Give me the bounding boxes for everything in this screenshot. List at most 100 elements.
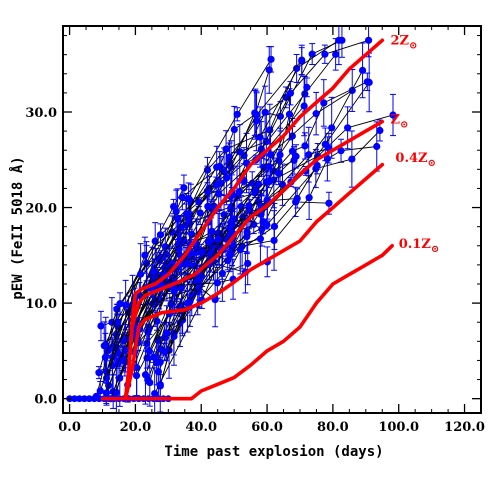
plot-frame (62, 25, 482, 414)
data-point (149, 268, 158, 276)
data-point (178, 193, 186, 201)
data-point (122, 301, 130, 309)
data-point (170, 287, 178, 295)
data-point (348, 155, 356, 163)
data-point (151, 237, 159, 245)
data-point (162, 329, 171, 337)
data-point (184, 260, 192, 268)
data-point (226, 251, 234, 259)
data-point (265, 162, 273, 171)
data-point (96, 387, 104, 395)
data-point (365, 78, 373, 86)
data-point (235, 188, 244, 196)
data-point (332, 50, 340, 58)
data-point (102, 389, 110, 397)
y-tick-label: 20.0 (25, 202, 57, 217)
x-tick-label: 100.0 (378, 420, 419, 435)
model-label-sub: ⊙ (431, 244, 439, 255)
model-label-main: 2Z (390, 33, 409, 48)
x-tick-label: 60.0 (251, 420, 283, 435)
data-point (116, 300, 124, 308)
x-axis-title: Time past explosion (days) (164, 444, 383, 460)
y-tick-label: 30.0 (25, 106, 57, 121)
model-label-main: 0.4Z (395, 151, 428, 166)
data-point (195, 277, 203, 285)
sn-track-line (164, 90, 353, 338)
data-point (270, 222, 279, 231)
data-point (141, 371, 150, 379)
data-point (114, 318, 122, 326)
data-point (250, 220, 258, 229)
data-point (335, 36, 343, 44)
data-point (170, 332, 178, 341)
data-point (312, 110, 320, 118)
data-point (301, 142, 309, 150)
data-point (191, 262, 199, 270)
sn-track-line (105, 112, 256, 394)
model-curve (123, 162, 385, 401)
data-point (305, 194, 313, 202)
data-point (176, 239, 184, 247)
data-point (214, 235, 222, 243)
axes-frame (62, 25, 482, 414)
sn-track (151, 42, 367, 413)
data-point (177, 223, 185, 232)
data-point (102, 374, 111, 382)
model-label-sub: ⊙ (428, 158, 436, 169)
model-label: 2Z⊙ (390, 33, 417, 51)
model-curves-layer (100, 38, 394, 401)
data-point (303, 83, 311, 91)
data-point (173, 215, 182, 223)
data-point (198, 248, 206, 256)
data-point (203, 187, 211, 195)
observations-layer (66, 26, 397, 413)
data-point (376, 126, 384, 135)
data-point (222, 174, 231, 182)
data-point (233, 110, 241, 118)
sn-track-line (108, 114, 394, 386)
data-point (213, 163, 221, 171)
data-point (145, 347, 153, 355)
model-label: 0.4Z⊙ (395, 151, 436, 169)
data-point (274, 169, 283, 177)
baseline-point (85, 395, 93, 403)
data-point (236, 246, 244, 254)
sn-track-line (134, 278, 234, 336)
model-label-main: Z (390, 113, 400, 128)
model-curve (123, 38, 385, 401)
data-point (321, 140, 329, 148)
model-curve (123, 119, 385, 401)
x-tick-label: 0.0 (58, 420, 81, 435)
data-point (358, 66, 367, 74)
data-point (337, 147, 345, 155)
model-label-sub: ⊙ (400, 120, 408, 131)
data-point (321, 50, 329, 58)
data-point (245, 202, 253, 210)
data-point (344, 124, 352, 132)
data-point (256, 235, 265, 243)
data-point (373, 142, 381, 151)
data-point (161, 348, 169, 356)
data-point (95, 369, 103, 377)
data-point (292, 152, 300, 160)
baseline-point (90, 395, 98, 403)
sn-track-line (145, 165, 318, 375)
data-point (293, 64, 301, 73)
data-point (230, 125, 238, 134)
data-point (364, 36, 373, 44)
data-point (121, 346, 129, 354)
data-point (288, 147, 297, 155)
data-point (276, 112, 285, 120)
data-point (183, 299, 192, 307)
sn-track-line (160, 181, 267, 350)
x-tick-label: 120.0 (444, 420, 485, 435)
x-tick-label: 20.0 (120, 420, 152, 435)
data-point (328, 124, 336, 132)
model-label-sub: ⊙ (409, 40, 417, 51)
sn-track-line (153, 227, 231, 358)
data-point (293, 194, 301, 203)
data-point (213, 279, 221, 287)
data-point (132, 372, 141, 380)
data-point (146, 378, 154, 387)
